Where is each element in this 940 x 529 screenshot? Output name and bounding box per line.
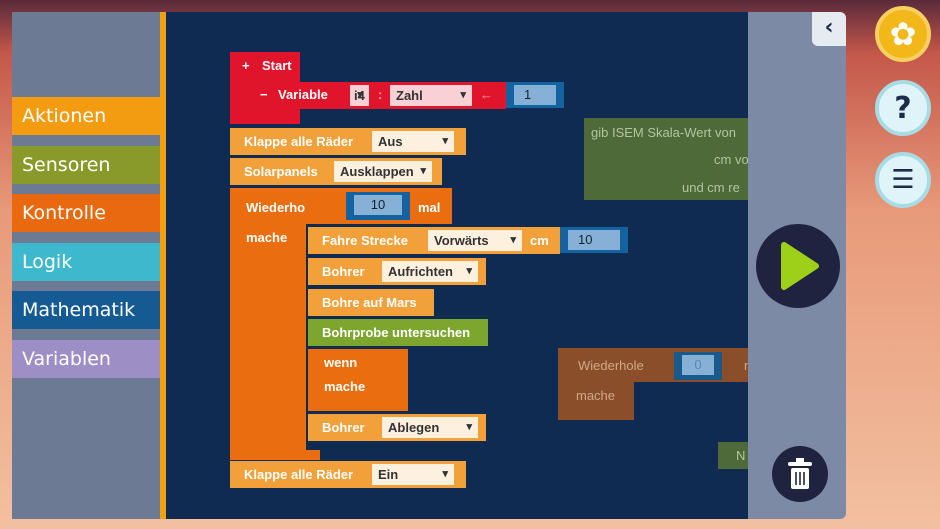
run-button[interactable]	[756, 224, 840, 308]
gear-icon[interactable]: ✿	[875, 6, 931, 62]
remove-icon[interactable]: −	[260, 87, 268, 102]
sample-block[interactable]: Bohrprobe untersuchen	[308, 319, 488, 346]
times-label: m	[744, 358, 748, 373]
repeat-label: Wiederhole	[578, 358, 644, 373]
drill-dropdown[interactable]: Aufrichten	[382, 261, 478, 282]
category-logik[interactable]: Logik	[12, 243, 160, 281]
add-icon: +	[242, 58, 250, 73]
do-label: mache	[246, 230, 288, 245]
block-label: Klappe alle Räder	[244, 467, 354, 482]
do-label: mache	[576, 388, 616, 403]
value-text: 1	[514, 85, 556, 105]
category-aktionen[interactable]: Aktionen	[12, 97, 160, 135]
colon-label: :	[378, 87, 383, 102]
variable-block[interactable]: − Variable i4 : Zahl ←	[250, 82, 506, 109]
drive-block[interactable]: Fahre Strecke Vorwärts cm	[308, 227, 560, 254]
drill-block[interactable]: Bohrer Aufrichten	[308, 258, 486, 285]
direction-dropdown[interactable]: Vorwärts	[428, 230, 522, 251]
block-label: Fahre Strecke	[322, 233, 408, 248]
chevron-left-icon[interactable]: ‹	[812, 12, 846, 46]
category-sensoren[interactable]: Sensoren	[12, 146, 160, 184]
block-label: Bohrer	[322, 264, 365, 279]
wheels-block[interactable]: Klappe alle Räder Ein	[230, 461, 466, 488]
unit-label: cm	[530, 233, 549, 248]
isem-label: gib ISEM Skala-Wert von	[591, 125, 736, 140]
do-label: mache	[324, 379, 366, 394]
isem-label: cm vo	[714, 152, 748, 167]
category-mathematik[interactable]: Mathematik	[12, 291, 160, 329]
block-label: Solarpanels	[244, 164, 318, 179]
solar-block[interactable]: Solarpanels Ausklappen	[230, 158, 442, 185]
value-text: 0	[682, 355, 714, 375]
value-text: 10	[568, 230, 620, 250]
panel-divider	[160, 12, 166, 519]
block-label: Bohrprobe untersuchen	[322, 325, 471, 340]
category-variablen[interactable]: Variablen	[12, 340, 160, 378]
play-icon	[781, 242, 819, 290]
block-label: Bohre auf Mars	[322, 295, 417, 310]
variable-label: Variable	[278, 87, 328, 102]
variable-name-field[interactable]: i4	[350, 85, 369, 106]
repeat-body: mache	[558, 382, 634, 420]
variable-value-input[interactable]: 1	[506, 82, 564, 108]
value-text: 10	[354, 195, 402, 215]
repeat-count-input[interactable]: 0	[674, 352, 722, 380]
isem-label: und cm re	[682, 180, 740, 195]
drill-mars-block[interactable]: Bohre auf Mars	[308, 289, 434, 316]
wheels-dropdown[interactable]: Aus	[372, 131, 454, 152]
clipboard-list-icon[interactable]: ☰	[875, 152, 931, 208]
if-label: wenn	[324, 355, 358, 370]
repeat-count-input[interactable]: 10	[346, 192, 410, 220]
variable-type-dropdown[interactable]: Zahl	[390, 85, 472, 106]
isem-block[interactable]: gib ISEM Skala-Wert von cm vo und cm re	[584, 118, 748, 200]
assign-arrow: ←	[480, 87, 493, 102]
solar-dropdown[interactable]: Ausklappen	[334, 161, 432, 182]
block-label: Bohrer	[322, 420, 365, 435]
if-block[interactable]: wenn mache	[308, 349, 408, 411]
wheels-block[interactable]: Klappe alle Räder Aus	[230, 128, 466, 155]
trash-icon	[788, 458, 812, 489]
partial-block[interactable]: N	[718, 442, 748, 469]
drill-block[interactable]: Bohrer Ablegen	[308, 414, 486, 441]
category-kontrolle[interactable]: Kontrolle	[12, 194, 160, 232]
question-icon[interactable]: ?	[875, 80, 931, 136]
block-label: N	[736, 448, 746, 463]
repeat-block[interactable]: Wiederhole mache	[230, 188, 316, 456]
block-label: Klappe alle Räder	[244, 134, 354, 149]
trash-button[interactable]	[772, 446, 828, 502]
code-workspace[interactable]: + Start − Variable i4 : Zahl ← 1 Klappe …	[166, 12, 748, 519]
repeat-label: Wiederhole	[246, 200, 316, 215]
wheels-dropdown[interactable]: Ein	[372, 464, 454, 485]
distance-input[interactable]: 10	[560, 227, 628, 253]
drill-dropdown[interactable]: Ablegen	[382, 417, 478, 438]
start-label: Start	[262, 58, 292, 73]
times-label: mal	[418, 200, 441, 215]
repeat-footer	[230, 450, 320, 460]
